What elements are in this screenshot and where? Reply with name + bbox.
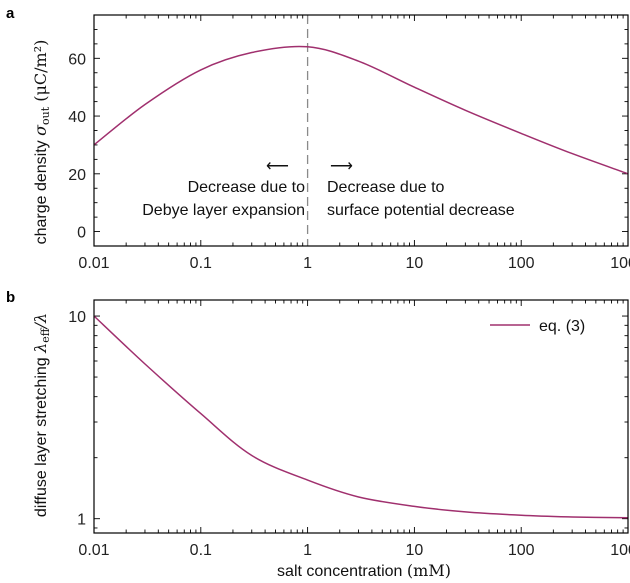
panel-b-frame [93,299,629,534]
left-annotation-line1: Decrease due to [188,179,306,196]
legend: eq. (3) [490,318,585,335]
a-x-tick-label: 1 [303,255,312,272]
panel-letter-a: a [6,5,15,22]
b-x-tick-label: 1000 [610,542,630,559]
b-y-tick-label: 1 [77,512,86,529]
a-x-tick-label: 0.1 [190,255,212,272]
a-y-tick-label: 40 [68,109,86,126]
panel-b-y-tick-labels: 1 10 [68,309,86,529]
b-x-tick-label: 0.01 [78,542,109,559]
panel-a-y-tick-labels: 0 20 40 60 [68,51,86,241]
b-y-tick-label: 10 [68,309,86,326]
b-x-tick-label: 100 [508,542,535,559]
b-x-tick-label: 1 [303,542,312,559]
a-x-tick-label: 10 [406,255,424,272]
right-arrow: ⟶ [330,158,353,175]
panel-b-series-line [93,315,629,519]
a-y-tick-label: 20 [68,167,86,184]
b-x-tick-label: 10 [406,542,424,559]
b-x-tick-label: 0.1 [190,542,212,559]
panel-a-frame [93,14,629,247]
left-annotation-line2: Debye layer expansion [142,202,305,219]
panel-a-x-tick-labels: 0.01 0.1 1 10 100 1000 [78,255,630,272]
right-annotation-line1: Decrease due to [327,179,445,196]
panel-letter-b: b [6,289,15,306]
a-y-tick-label: 60 [68,51,86,68]
panel-a-series-line [93,45,629,175]
panel-b-chart: 0.01 0.1 1 10 100 1000 1 10 eq. (3) diffuse la… [31,299,630,580]
a-x-tick-label: 1000 [610,255,630,272]
panel-b-y-axis-label: diffuse layer stretching λeff/λ [31,313,52,517]
panel-a-y-axis-label: charge density σout (μC/m²) [31,40,52,245]
legend-label: eq. (3) [539,318,585,335]
panel-a-chart: 0.01 0.1 1 10 100 1000 0 20 40 60 ⟵ ⟶ Decrease d… [31,14,630,272]
a-y-tick-label: 0 [77,225,86,242]
left-arrow: ⟵ [266,158,289,175]
a-x-tick-label: 100 [508,255,535,272]
right-annotation-line2: surface potential decrease [327,202,515,219]
x-axis-label: salt concentration (mM) [277,561,451,580]
panel-b-x-tick-labels: 0.01 0.1 1 10 100 1000 [78,542,630,559]
a-x-tick-label: 0.01 [78,255,109,272]
